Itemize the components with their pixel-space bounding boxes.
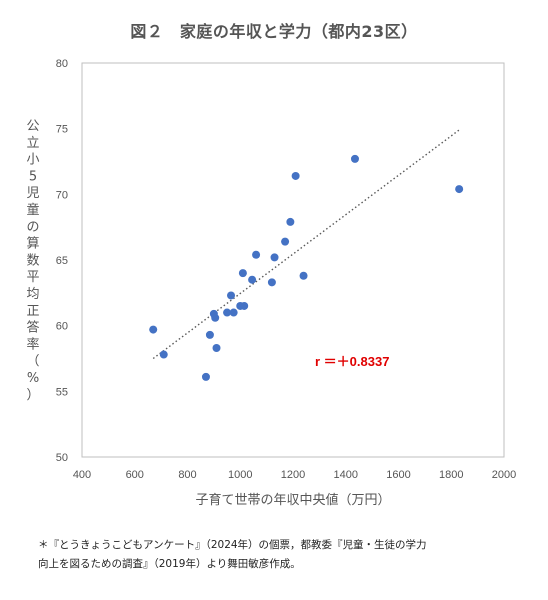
chart-title: 図２ 家庭の年収と学力（都内23区） (130, 22, 418, 41)
x-tick-label: 1600 (386, 469, 410, 481)
data-point (205, 330, 214, 339)
x-tick-label: 2000 (492, 469, 516, 481)
x-tick-label: 1200 (281, 469, 305, 481)
footnote-line-1: ＊『とうきょうこどもアンケート』（2024年）の個票，都教委『児童・生徒の学力 (38, 539, 427, 551)
trend-line (152, 129, 460, 360)
data-point (212, 343, 221, 352)
data-point (211, 313, 220, 322)
y-tick-label: 65 (56, 255, 68, 267)
data-point (299, 271, 308, 280)
data-point (281, 237, 290, 246)
data-point (248, 275, 257, 284)
data-point (267, 278, 276, 287)
data-point (201, 372, 210, 381)
x-tick-label: 1000 (228, 469, 252, 481)
data-point (270, 253, 279, 262)
data-point (238, 269, 247, 278)
data-point (149, 325, 158, 334)
x-tick-label: 1800 (439, 469, 463, 481)
y-tick-label: 60 (56, 321, 68, 333)
y-axis-title: 公立小 5 児童の算数平均正答率（%） (26, 119, 39, 403)
footnote-line-2: 向上を図るための調査』（2019年）より舞田敏彦作成。 (38, 558, 301, 570)
data-point (291, 171, 300, 180)
data-point (252, 250, 261, 259)
x-tick-label: 1400 (334, 469, 358, 481)
data-point (455, 185, 464, 194)
data-point (229, 308, 238, 317)
data-point (159, 350, 168, 359)
x-axis-ticks: 400 600 800 1000 1200 1400 1600 1800 2000 (73, 469, 516, 481)
data-point (286, 217, 295, 226)
x-tick-label: 400 (73, 469, 91, 481)
data-point (350, 154, 359, 163)
x-tick-label: 800 (178, 469, 196, 481)
correlation-annotation: r ＝＋0.8337 (315, 354, 389, 369)
data-points (149, 154, 464, 381)
y-tick-label: 50 (56, 452, 68, 464)
data-point (227, 291, 236, 300)
data-point (240, 301, 249, 310)
footnote: ＊『とうきょうこどもアンケート』（2024年）の個票，都教委『児童・生徒の学力 … (38, 536, 518, 574)
y-axis-ticks: 50 55 60 65 70 75 80 (56, 58, 68, 464)
y-tick-label: 70 (56, 189, 68, 201)
x-axis-title: 子育て世帯の年収中央値（万円） (195, 492, 390, 508)
y-tick-label: 75 (56, 124, 68, 136)
y-tick-label: 55 (56, 386, 68, 398)
y-tick-label: 80 (56, 58, 68, 70)
plot-area-frame (81, 62, 505, 458)
data-point (223, 308, 232, 317)
x-tick-label: 600 (126, 469, 144, 481)
